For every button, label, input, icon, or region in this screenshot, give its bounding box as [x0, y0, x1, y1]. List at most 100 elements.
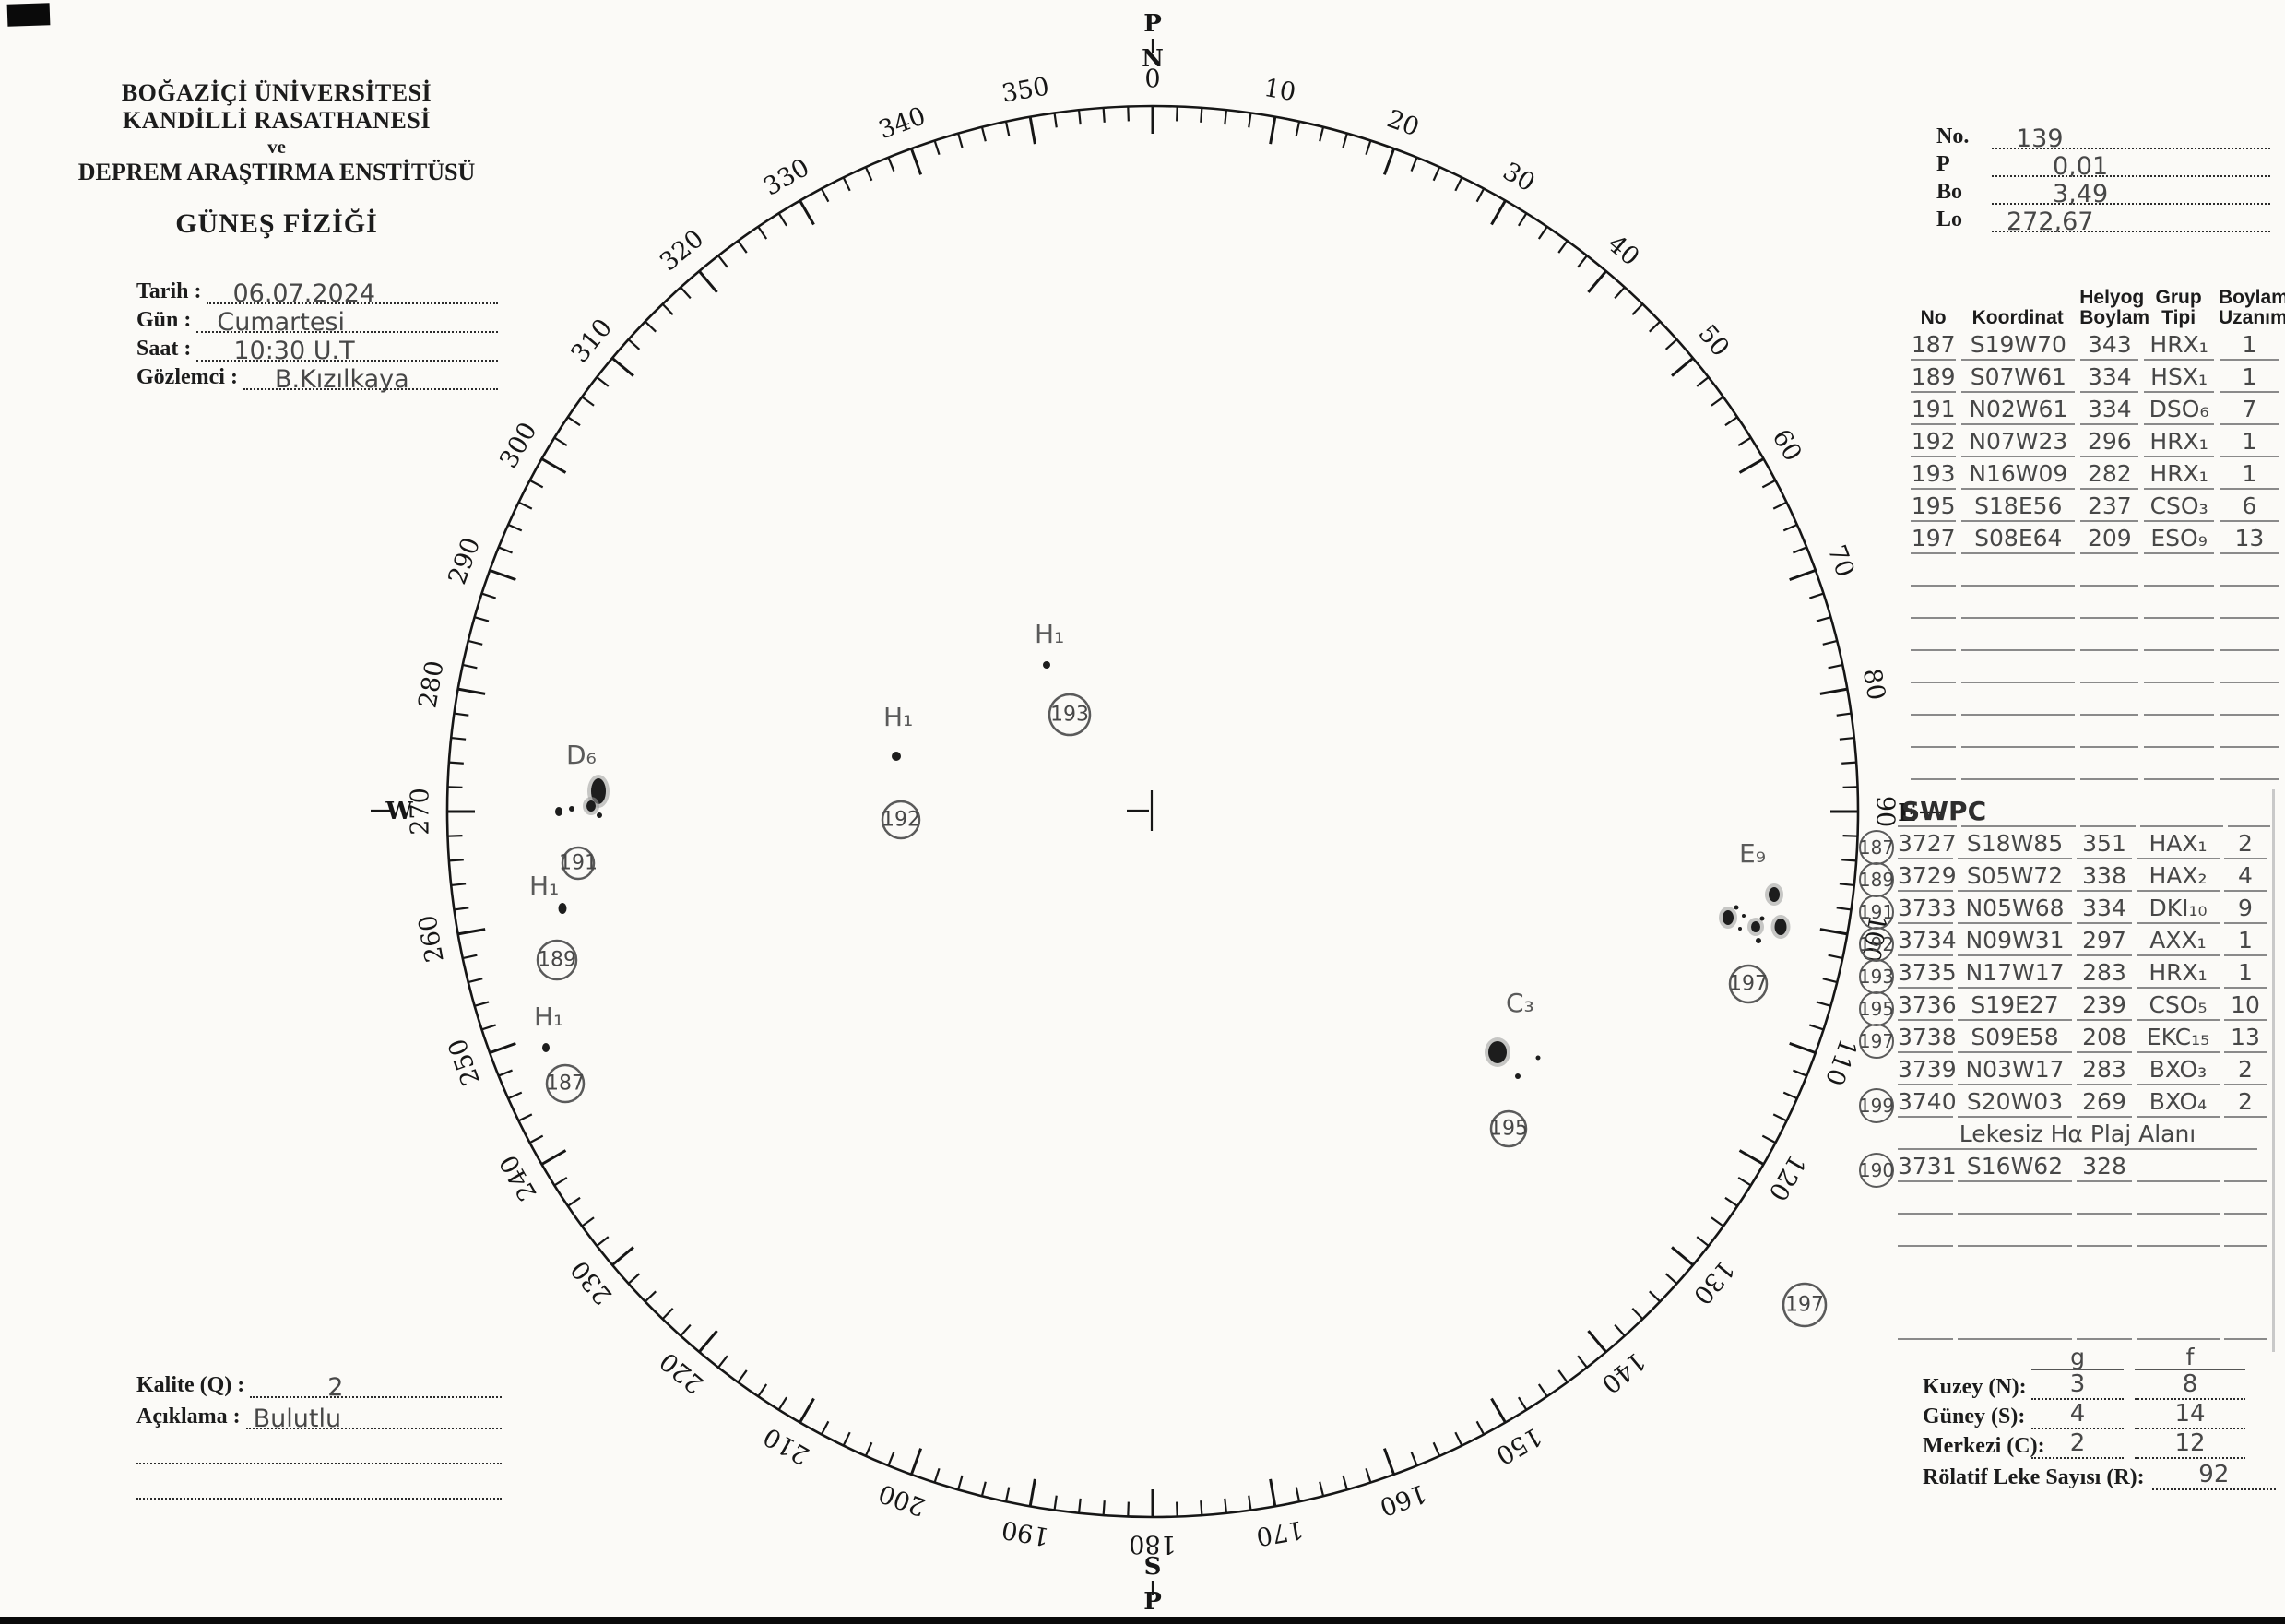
note-lekesiz: Lekesiz Hα Plaj Alanı [1898, 1120, 2257, 1150]
dial-tick [820, 1420, 830, 1435]
dial-tick [1842, 786, 1858, 788]
aciklama-line: Bulutlu [245, 1396, 502, 1433]
cell-grup: HSX₁ [2144, 363, 2214, 393]
dial-degree-label: 50 [1692, 320, 1734, 362]
dial-tick [448, 859, 464, 862]
group-number: 192 [882, 809, 920, 832]
group-label: H₁ [529, 871, 559, 901]
header-no: No [1920, 307, 1947, 328]
field-tarih: Tarih : 06.07.2024 [136, 276, 498, 308]
cell-koordinat: N07W23 [1961, 428, 2076, 457]
dial-degree-label: 0 [1144, 65, 1160, 94]
cell-swpc-no: 3729 [1898, 862, 1957, 892]
dial-tick [717, 1355, 728, 1369]
dial-tick [553, 1176, 568, 1187]
dial-degree-label: 200 [875, 1478, 929, 1522]
dial-tick [1809, 1024, 1824, 1031]
dial-tick [980, 126, 987, 142]
dial-tick [1077, 110, 1082, 125]
tarih-value: 06.07.2024 [232, 279, 376, 308]
swpc-heading-row: SWPC [1855, 795, 2276, 827]
dial-tick [1028, 1478, 1036, 1507]
gozlemci-line: B.Kızılkaya [243, 360, 498, 394]
dial-tick [1738, 1149, 1765, 1166]
group-number-circle: 197 [1859, 1024, 1894, 1059]
cell-no: 195 [1911, 492, 1957, 522]
dial-tick [717, 255, 728, 268]
no-line: 139 [1992, 120, 2270, 153]
group-number-circle [561, 846, 596, 881]
cell-helyog: 239 [2077, 991, 2132, 1021]
cell-helyog: 338 [2077, 862, 2132, 892]
dial-degree-label: 20 [1383, 104, 1423, 142]
dial-tick [1819, 928, 1848, 936]
sunspot [1742, 914, 1746, 918]
dial-tick [933, 1468, 941, 1483]
merkezi-g-value: 2 [2031, 1429, 2124, 1459]
sunspot [569, 806, 574, 812]
cell-uzanim [2224, 1180, 2267, 1182]
cell-uzanim: 9 [2224, 895, 2267, 924]
guney-label: Güney (S): [1923, 1405, 2026, 1428]
swpc-row: 192 3734 N09W31 297 AXX₁ 1 [1855, 924, 2276, 962]
dial-tick [1789, 568, 1817, 582]
dial-tick [1836, 712, 1852, 717]
cell-koordinat: N16W09 [1961, 460, 2076, 490]
saat-label: Saat : [136, 337, 192, 361]
bo-value: 3,49 [2053, 180, 2109, 208]
swpc-row: 3739 N03W17 283 BXO₃ 2 [1855, 1053, 2276, 1085]
cell-koordinat: N05W68 [1958, 895, 2072, 924]
empty-table-row [1911, 748, 2279, 780]
group-number-circle [1048, 693, 1092, 737]
swpc-row: 197 3738 S09E58 208 EKC₁₅ 13 [1855, 1021, 2276, 1059]
sunspot [1043, 661, 1050, 669]
dial-degree-label: 180 [1129, 1530, 1177, 1559]
cell-helyog: 269 [2077, 1088, 2132, 1118]
dial-tick [1382, 148, 1396, 175]
cell-helyog: 209 [2080, 525, 2139, 554]
observation-fields: Tarih : 06.07.2024 Gün : Cumartesi Saat … [136, 276, 498, 394]
dial-tick [462, 954, 478, 960]
dial-tick [468, 639, 483, 646]
dial-tick [1475, 1420, 1486, 1435]
lo-line: 272,67 [1992, 203, 2270, 236]
gozlemci-value: B.Kızılkaya [274, 365, 409, 394]
cell-helyog: 297 [2077, 927, 2132, 956]
dial-tick [1224, 1498, 1228, 1513]
dial-tick [757, 1383, 768, 1397]
dial-degree-label: 70 [1822, 541, 1860, 581]
kuzey-label: Kuzey (N): [1923, 1375, 2027, 1399]
cell-helyog: 328 [2077, 1153, 2132, 1182]
cell-koordinat: S19E27 [1958, 991, 2072, 1021]
dial-tick [1822, 978, 1838, 984]
dial-tick [507, 523, 523, 532]
cell-uzanim: 1 [2219, 428, 2279, 457]
dial-tick [1772, 1113, 1788, 1122]
group-number: 193 [1050, 704, 1089, 727]
cell-grup: HRX₁ [2144, 331, 2214, 361]
dial-tick [1828, 954, 1843, 960]
dial-tick [1696, 376, 1710, 387]
dial-tick [1127, 106, 1130, 122]
dial-tick [1517, 1396, 1528, 1411]
sunspot [586, 800, 596, 812]
dial-tick [887, 157, 895, 172]
header-helyog: Helyog Boylam [2079, 287, 2150, 328]
cell-koordinat: S07W61 [1961, 363, 2076, 393]
dial-tick [661, 302, 674, 315]
group-number-circle: 195 [1859, 991, 1894, 1026]
dial-tick [698, 1330, 718, 1353]
dial-tick [1816, 1001, 1831, 1007]
no-value: 139 [2016, 124, 2064, 153]
dial-tick [1711, 1216, 1724, 1227]
cell-helyog: 334 [2080, 396, 2139, 425]
group-number-circle [545, 1063, 586, 1104]
aciklama-value: Bulutlu [253, 1405, 342, 1433]
dial-tick [1809, 592, 1824, 599]
cell-no: 189 [1911, 363, 1957, 393]
dial-tick [1342, 1475, 1348, 1490]
empty-table-row [1911, 651, 2279, 683]
gun-label: Gün : [136, 308, 192, 332]
kalite-value: 2 [327, 1373, 344, 1402]
